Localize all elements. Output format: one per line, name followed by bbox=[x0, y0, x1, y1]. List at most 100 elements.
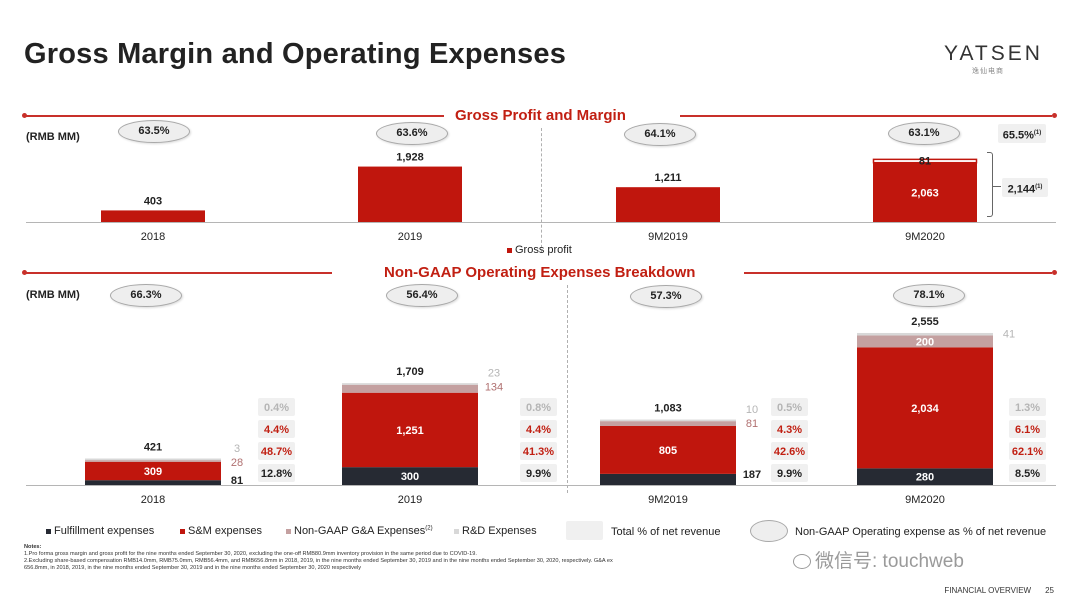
opex-value-fulfillment-2019: 300 bbox=[401, 471, 419, 483]
pro-forma-margin-footnote: (1) bbox=[1033, 130, 1042, 136]
opex-total-label-9m2019: 1,083 bbox=[654, 403, 682, 415]
opex-total-label-9m2020: 2,555 bbox=[911, 316, 939, 328]
pro-forma-gross-profit-footnote: (1) bbox=[1035, 184, 1043, 190]
opex-value-rd-9m2019: 10 bbox=[746, 404, 758, 416]
company-logo: YATSEN bbox=[944, 42, 1043, 65]
pct-label-9m2020-3: 8.5% bbox=[1015, 468, 1040, 480]
opex-rule-left bbox=[26, 272, 332, 274]
opex-value-ga-9m2019: 81 bbox=[746, 418, 758, 430]
opex-bar-non-gaap-g-a-expenses-9m2019 bbox=[600, 421, 736, 426]
legend-fulfillment-label: Fulfillment expenses bbox=[54, 525, 155, 537]
note-2-continued: 656.8mm, in 2018, 2019, in the nine mont… bbox=[24, 565, 362, 571]
gross-profit-tick-2018: 2018 bbox=[141, 231, 165, 243]
legend-fulfillment: Fulfillment expenses bbox=[46, 525, 154, 537]
gross-profit-tick-2019: 2019 bbox=[398, 231, 422, 243]
gross-profit-total-label-2018: 403 bbox=[144, 195, 162, 207]
footer: FINANCIAL OVERVIEW 25 bbox=[944, 586, 1054, 595]
opex-value-fulfillment-9m2020: 280 bbox=[916, 472, 934, 484]
legend-sm: S&M expenses bbox=[180, 525, 262, 537]
gross-profit-period-divider bbox=[541, 128, 542, 253]
legend-swatch-ga bbox=[286, 528, 291, 534]
opex-bar-non-gaap-g-a-expenses-9m2020 bbox=[857, 335, 993, 348]
pro-forma-gross-profit-value: 2,144 bbox=[1007, 183, 1036, 196]
wechat-icon bbox=[793, 554, 811, 570]
gross-profit-bar-2019 bbox=[358, 166, 462, 222]
opex-pct-pill-2018: 66.3% bbox=[110, 284, 182, 307]
gross-profit-total-label-9m2019: 1,211 bbox=[655, 172, 682, 184]
company-logo-subtitle: 逸仙电商 bbox=[972, 68, 1004, 75]
pct-label-2018-1: 4.4% bbox=[264, 424, 289, 436]
opex-bar-r-d-expenses-2019 bbox=[342, 383, 478, 385]
opex-pct-pill-9m2020: 78.1% bbox=[893, 284, 965, 307]
opex-value-rd-2019: 23 bbox=[488, 368, 500, 380]
pct-box-2019-3 bbox=[520, 464, 557, 482]
pro-forma-bracket bbox=[987, 152, 993, 217]
gross-profit-value-label-9m2020: 2,063 bbox=[911, 187, 939, 199]
pct-label-9m2019-1: 4.3% bbox=[777, 424, 802, 436]
opex-tick-9m2019: 9M2019 bbox=[648, 494, 688, 506]
pro-forma-margin-value: 65.5% bbox=[1002, 129, 1034, 142]
pct-label-9m2020-2: 62.1% bbox=[1012, 446, 1043, 458]
opex-rule-dot-left bbox=[22, 270, 27, 275]
watermark: 微信号: touchweb bbox=[793, 546, 964, 573]
page-title: Gross Margin and Operating Expenses bbox=[24, 38, 567, 70]
opex-chart-title: Non-GAAP Operating Expenses Breakdown bbox=[384, 264, 696, 281]
opex-value-ga-2019: 134 bbox=[485, 382, 503, 394]
pct-box-2019-0 bbox=[520, 398, 557, 416]
gross-profit-bar-9m2020 bbox=[873, 162, 977, 222]
opex-tick-9m2020: 9M2020 bbox=[905, 494, 945, 506]
opex-value-rd-2018: 3 bbox=[234, 443, 240, 455]
opex-bar-s-m-expenses-2018 bbox=[85, 461, 221, 481]
opex-unit-label: (RMB MM) bbox=[26, 289, 80, 301]
gross-profit-chart-title: Gross Profit and Margin bbox=[455, 107, 626, 124]
legend-ga-label: Non-GAAP G&A Expenses bbox=[294, 525, 426, 537]
opex-bar-r-d-expenses-2018 bbox=[85, 458, 221, 461]
pct-label-9m2019-0: 0.5% bbox=[777, 402, 802, 414]
pct-label-2019-3: 9.9% bbox=[526, 468, 551, 480]
legend-opex-pct-label: Non-GAAP Operating expense as % of net r… bbox=[795, 526, 1047, 538]
opex-bar-non-gaap-g-a-expenses-2018 bbox=[85, 460, 221, 462]
legend-sm-label: S&M expenses bbox=[188, 525, 262, 537]
pct-box-9m2019-0 bbox=[771, 398, 808, 416]
gross-profit-bar-2018 bbox=[101, 210, 205, 222]
opex-period-divider bbox=[567, 285, 568, 493]
note-2: 2.Excluding share-based compensation RMB… bbox=[24, 558, 613, 564]
pct-box-2019-1 bbox=[520, 420, 557, 438]
pct-box-9m2020-2 bbox=[1009, 442, 1046, 460]
pct-label-2019-0: 0.8% bbox=[526, 402, 551, 414]
legend-rd: R&D Expenses bbox=[454, 525, 537, 537]
notes-heading: Notes: bbox=[24, 544, 42, 550]
pro-forma-bracket-tick bbox=[993, 186, 1001, 187]
gross-profit-tick-9m2019: 9M2019 bbox=[648, 231, 688, 243]
opex-value-sm-2019: 1,251 bbox=[396, 425, 424, 437]
section-rule-right bbox=[680, 115, 1052, 117]
note-1: 1.Pro forma gross margin and gross profi… bbox=[24, 551, 477, 557]
gross-profit-unit-label: (RMB MM) bbox=[26, 131, 80, 143]
opex-bar-s-m-expenses-2019 bbox=[342, 392, 478, 468]
legend-gross-profit-label: Gross profit bbox=[515, 244, 572, 256]
legend-swatch-sm bbox=[180, 528, 185, 534]
opex-value-ga-2018: 28 bbox=[231, 457, 243, 469]
legend-swatch-gross-profit bbox=[507, 247, 512, 253]
opex-value-sm-9m2019: 805 bbox=[659, 445, 677, 457]
opex-bar-s-m-expenses-9m2020 bbox=[857, 347, 993, 469]
legend-total-pct-label: Total % of net revenue bbox=[611, 526, 721, 538]
inventory-provision-bar-9m2020 bbox=[872, 158, 978, 164]
opex-total-label-2018: 421 bbox=[144, 442, 162, 454]
pct-label-9m2019-3: 9.9% bbox=[777, 468, 802, 480]
opex-bar-fulfillment-expenses-2019 bbox=[342, 467, 478, 485]
footer-section: FINANCIAL OVERVIEW bbox=[944, 586, 1032, 595]
gross-profit-bar-9m2019 bbox=[616, 187, 720, 222]
legend-rd-label: R&D Expenses bbox=[462, 525, 537, 537]
opex-value-sm-2018: 309 bbox=[144, 466, 162, 478]
opex-value-rd-9m2020: 41 bbox=[1003, 328, 1015, 340]
legend-ga: Non-GAAP G&A Expenses(2) bbox=[286, 525, 433, 537]
opex-rule-dot-right bbox=[1052, 270, 1057, 275]
pct-label-2018-0: 0.4% bbox=[264, 402, 289, 414]
gross-margin-pill-9m2020: 63.1% bbox=[888, 122, 960, 145]
opex-pct-pill-9m2019: 57.3% bbox=[630, 285, 702, 308]
legend-swatch-opex-pct bbox=[750, 520, 788, 542]
gross-profit-legend: Gross profit bbox=[507, 244, 572, 256]
